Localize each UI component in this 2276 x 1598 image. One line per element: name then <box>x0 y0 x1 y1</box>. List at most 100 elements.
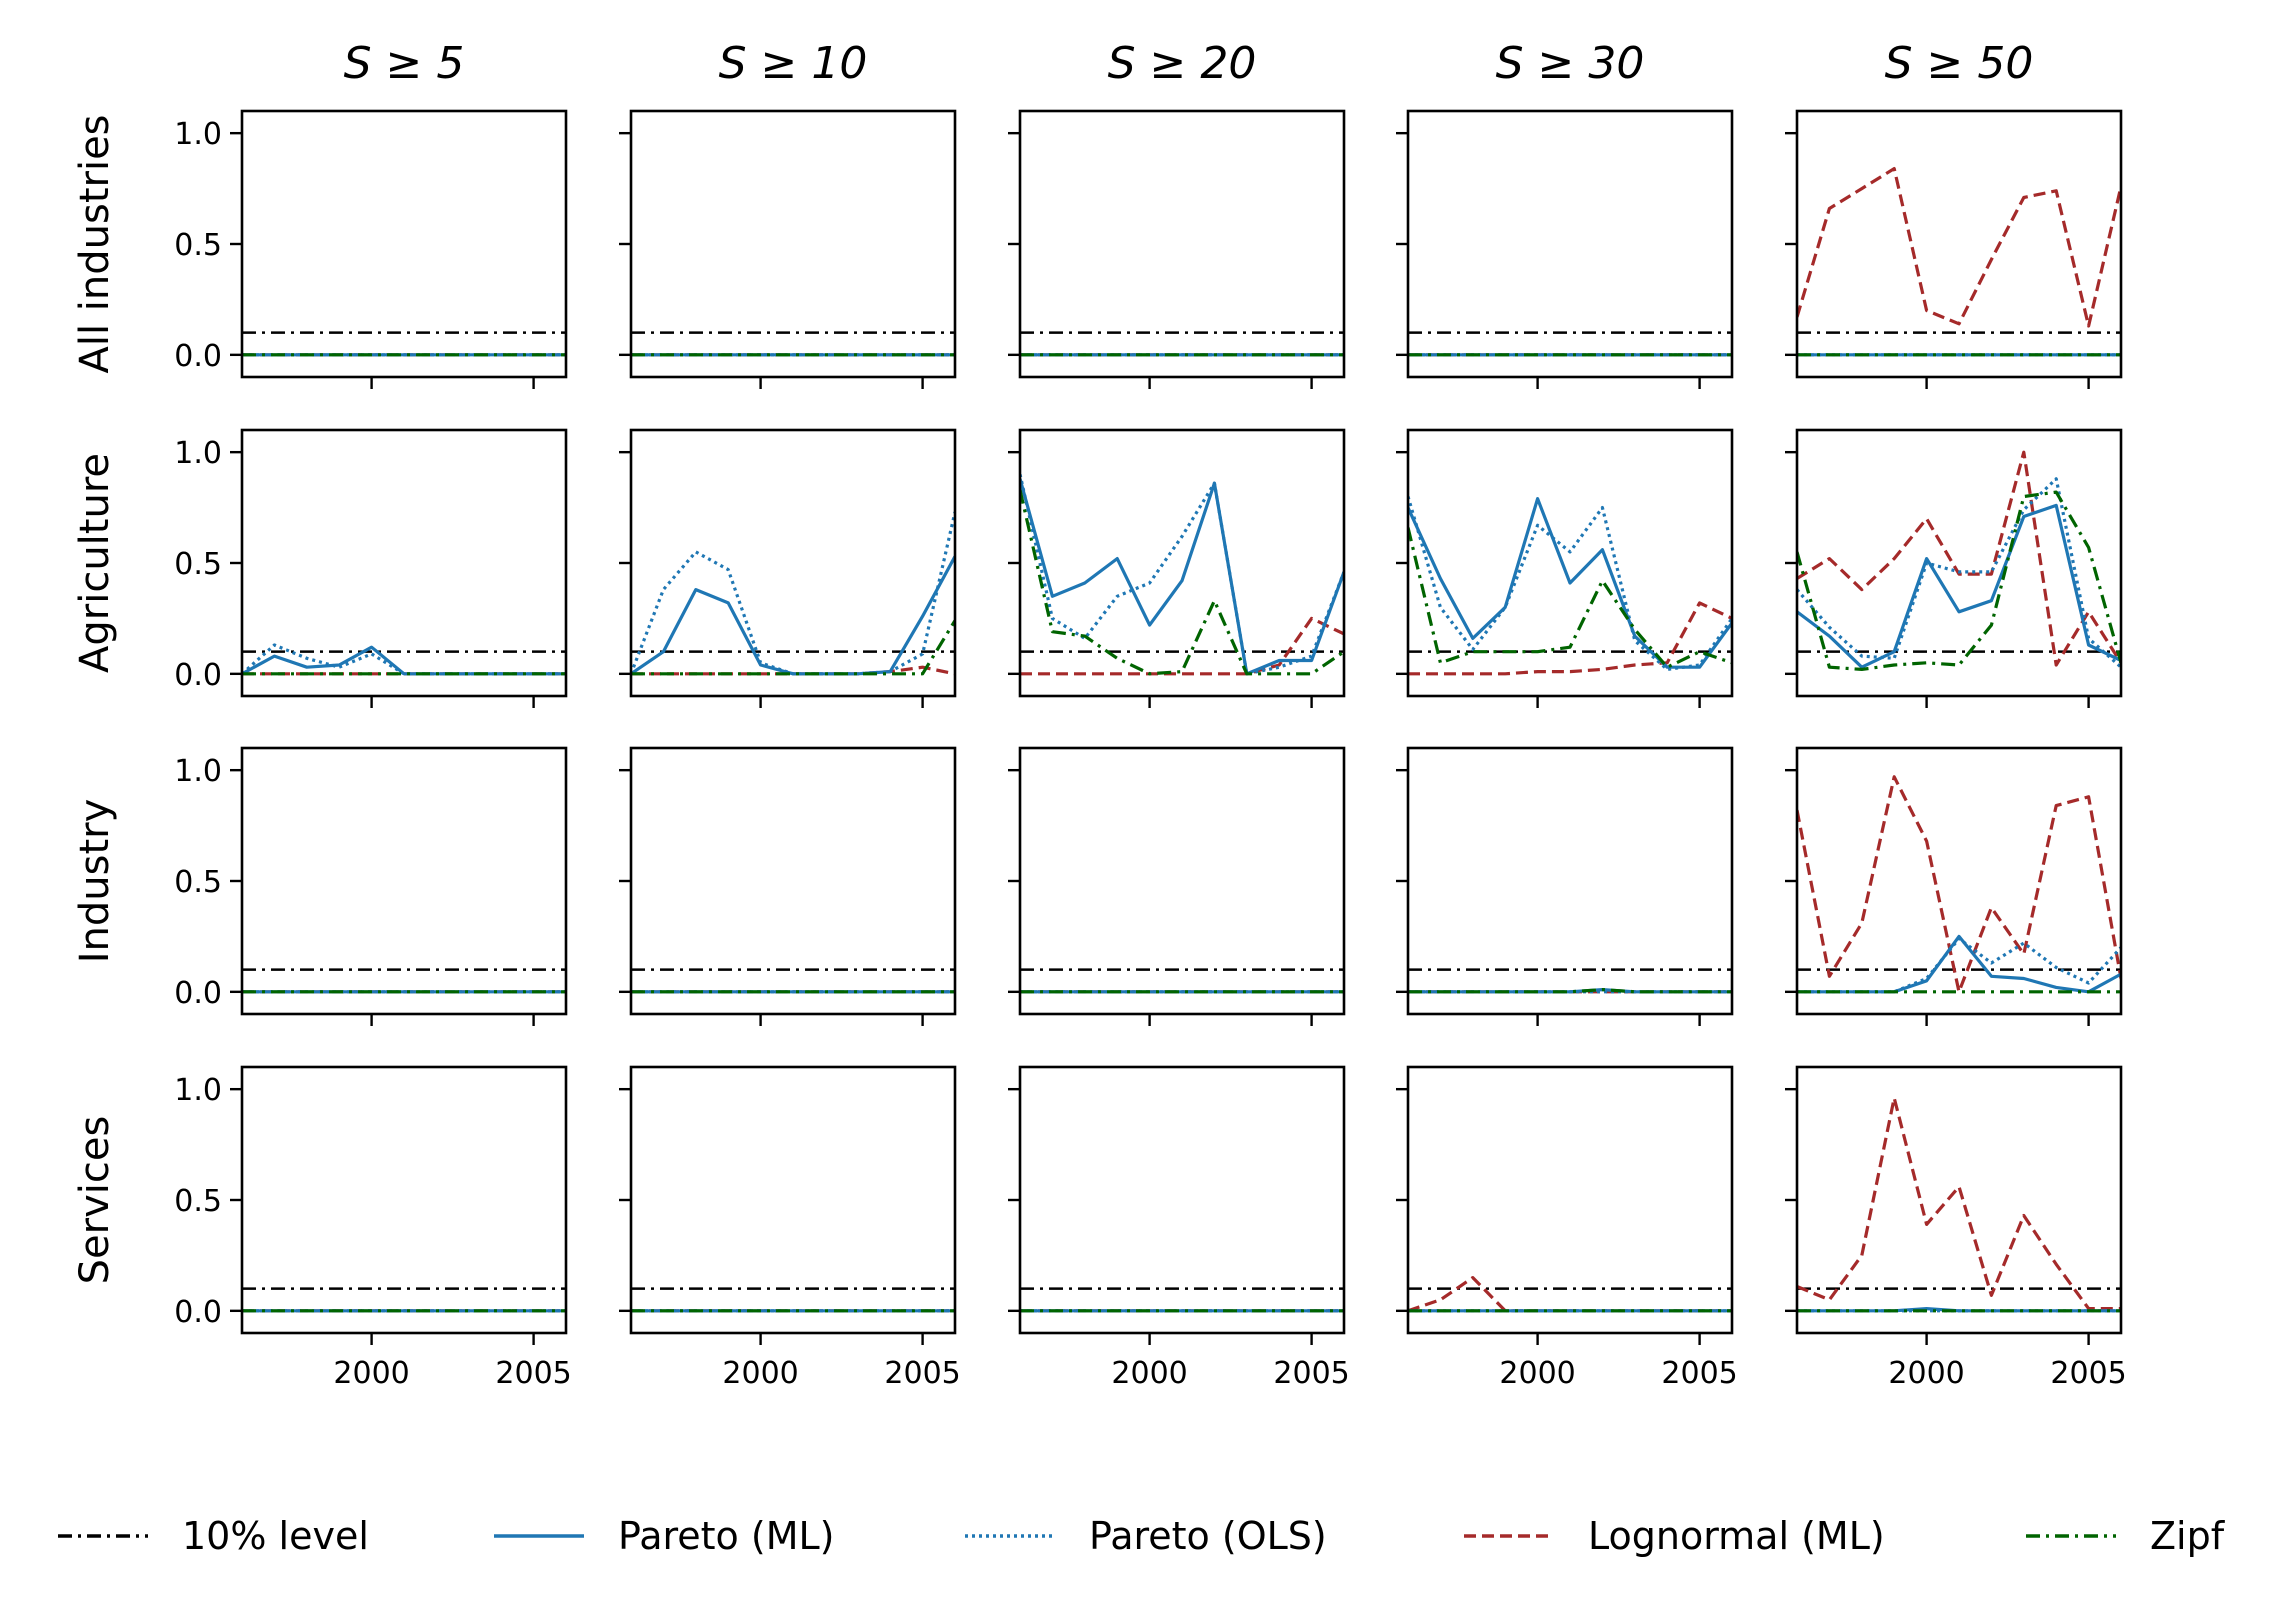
panel-r3-c1: 0.0 0.5 1.0 <box>174 746 568 1026</box>
y-tick-label: 0.5 <box>174 865 222 900</box>
panel-plot-area <box>1797 167 2121 357</box>
panel-r1-c5 <box>1785 109 2123 389</box>
series-line-lognormal-ml <box>1797 775 2121 994</box>
y-tick-label: 0.5 <box>174 547 222 582</box>
x-tick-label: 2000 <box>1111 1356 1187 1391</box>
panel-frame <box>1795 109 2123 379</box>
panel-plot-area <box>1020 968 1344 994</box>
series-line-pareto-ml <box>1797 503 2121 669</box>
panel-r3-c2 <box>619 746 957 1026</box>
y-tick-label: 0.0 <box>174 658 222 693</box>
row-label-3: Industry <box>72 799 118 964</box>
panel-plot-area <box>1408 331 1732 357</box>
legend-label: Pareto (OLS) <box>1089 1514 1327 1558</box>
series-line-pareto-ols <box>1797 477 2121 669</box>
series-line-lognormal-ml <box>1408 601 1732 676</box>
panel-plot-area <box>1797 775 2121 994</box>
panel-r4-c4: 2000 2005 <box>1396 1065 1738 1391</box>
series-line-lognormal-ml <box>1797 450 2121 667</box>
series-line-zipf <box>1408 527 1732 669</box>
x-tick-label: 2000 <box>1499 1356 1575 1391</box>
panel-r4-c3: 2000 2005 <box>1008 1065 1350 1391</box>
y-tick-label: 0.0 <box>174 339 222 374</box>
legend-label: Zipf <box>2150 1514 2226 1558</box>
column-title-2: S ≥ 10 <box>719 38 868 89</box>
panel-plot-area <box>242 643 566 676</box>
panel-frame <box>629 746 957 1016</box>
panel-frame <box>240 1065 568 1335</box>
panel-plot-area <box>631 968 955 994</box>
y-tick-label: 1.0 <box>174 117 222 152</box>
y-tick-label: 0.0 <box>174 1295 222 1330</box>
legend-label: Lognormal (ML) <box>1588 1514 1885 1558</box>
panel-plot-area <box>1408 1275 1732 1313</box>
y-tick-label: 1.0 <box>174 754 222 789</box>
series-line-lognormal-ml <box>1408 1275 1732 1313</box>
panel-r2-c4 <box>1396 428 1734 708</box>
series-line-pareto-ml <box>1408 987 1732 994</box>
panel-r1-c1: 0.0 0.5 1.0 <box>174 109 568 389</box>
panel-r2-c5 <box>1785 428 2123 708</box>
panel-r3-c4 <box>1396 746 1734 1026</box>
legend-label: 10% level <box>182 1514 369 1558</box>
panel-frame <box>240 746 568 1016</box>
series-line-pareto-ml <box>1408 497 1732 669</box>
legend-item-level: 10% level <box>58 1514 369 1558</box>
panel-r2-c2 <box>619 428 957 708</box>
legend-item-pareto-ml: Pareto (ML) <box>494 1514 835 1558</box>
series-line-pareto-ols <box>631 511 955 676</box>
series-line-pareto-ml <box>631 555 955 676</box>
legend: 10% level Pareto (ML) Pareto (OLS) Lognorma… <box>58 1514 2226 1558</box>
panel-plot-area <box>631 511 955 676</box>
panel-r1-c3 <box>1008 109 1346 389</box>
panel-r4-c1: 0.0 0.5 1.0 2000 2005 <box>174 1065 572 1391</box>
panel-r4-c2: 2000 2005 <box>619 1065 961 1391</box>
y-tick-label: 1.0 <box>174 436 222 471</box>
column-title-5: S ≥ 50 <box>1885 38 2034 89</box>
column-title-3: S ≥ 20 <box>1108 38 1257 89</box>
panel-frame <box>1018 746 1346 1016</box>
x-tick-label: 2005 <box>1661 1356 1737 1391</box>
panel-r2-c1: 0.0 0.5 1.0 <box>174 428 568 708</box>
panel-frame <box>1018 428 1346 698</box>
panel-plot-area <box>631 331 955 357</box>
x-tick-label: 2000 <box>333 1356 409 1391</box>
series-line-pareto-ml <box>1797 934 2121 994</box>
panel-frame <box>1018 109 1346 379</box>
y-tick-label: 0.5 <box>174 1184 222 1219</box>
panel-r3-c3 <box>1008 746 1346 1026</box>
x-tick-label: 2005 <box>495 1356 571 1391</box>
panel-frame <box>629 1065 957 1335</box>
panel-frame <box>1406 746 1734 1016</box>
series-line-pareto-ols <box>242 643 566 676</box>
panel-r1-c4 <box>1396 109 1734 389</box>
panel-plot-area <box>1020 473 1344 676</box>
series-line-lognormal-ml <box>1797 167 2121 328</box>
y-tick-label: 0.5 <box>174 228 222 263</box>
panel-plot-area <box>1797 1096 2121 1313</box>
row-label-1: All industries <box>72 114 118 373</box>
panel-plot-area <box>242 968 566 994</box>
y-tick-label: 0.0 <box>174 976 222 1011</box>
legend-item-zipf: Zipf <box>2026 1514 2226 1558</box>
series-line-pareto-ml <box>1797 1306 2121 1313</box>
legend-item-lognormal-ml: Lognormal (ML) <box>1464 1514 1885 1558</box>
series-line-zipf <box>1408 987 1732 994</box>
row-label-2: Agriculture <box>72 453 118 673</box>
panel-plot-area <box>1020 331 1344 357</box>
series-line-pareto-ml <box>1020 478 1344 676</box>
x-tick-label: 2000 <box>1888 1356 1964 1391</box>
panel-plot-area <box>1020 1287 1344 1313</box>
x-tick-label: 2005 <box>2050 1356 2126 1391</box>
panel-plot-area <box>1408 968 1732 994</box>
panel-frame <box>629 109 957 379</box>
series-line-zipf <box>631 619 955 676</box>
panel-frame <box>240 428 568 698</box>
panel-frame <box>1795 746 2123 1016</box>
series-line-zipf <box>1020 489 1344 676</box>
column-title-1: S ≥ 5 <box>344 38 465 89</box>
panel-r3-c5 <box>1785 746 2123 1026</box>
legend-item-pareto-ols: Pareto (OLS) <box>965 1514 1327 1558</box>
x-tick-label: 2005 <box>884 1356 960 1391</box>
